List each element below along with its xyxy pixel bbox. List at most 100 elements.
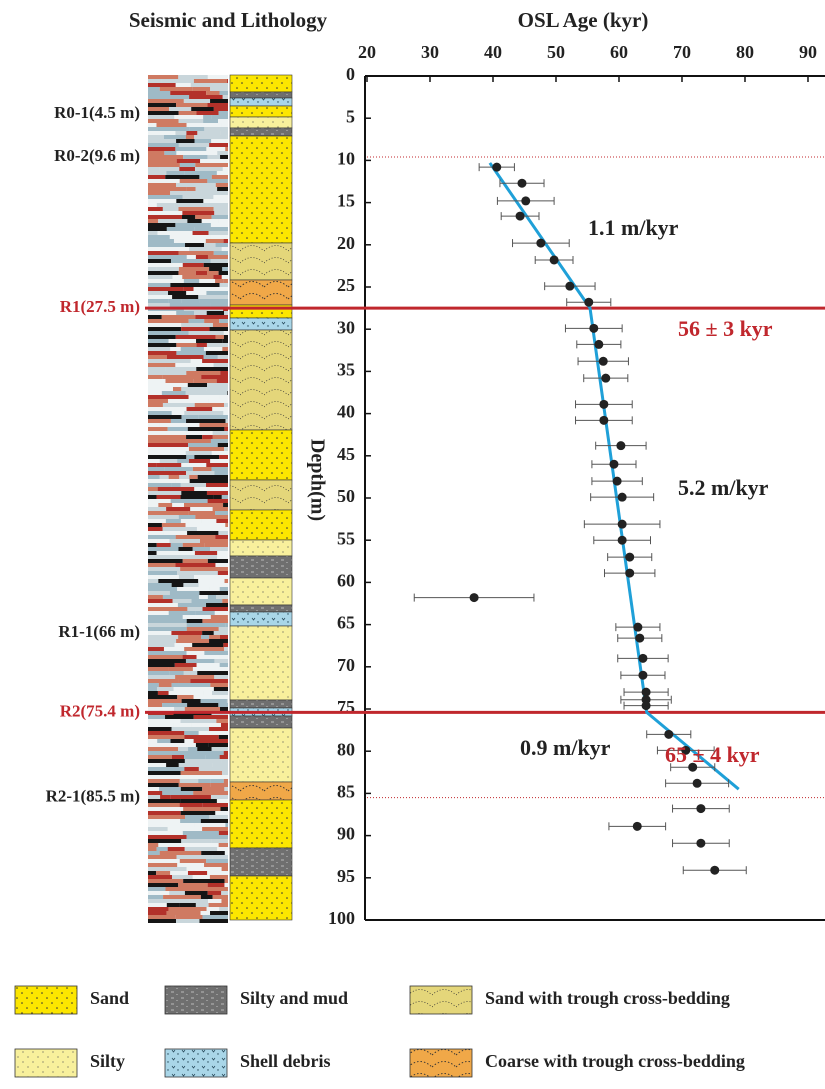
seismic-texture xyxy=(148,531,164,535)
seismic-texture xyxy=(148,371,186,375)
seismic-texture xyxy=(223,411,228,415)
y-tick-label: 70 xyxy=(337,655,355,675)
seismic-texture xyxy=(219,735,228,739)
seismic-texture xyxy=(209,903,228,907)
seismic-texture xyxy=(181,439,211,443)
lithology-layer xyxy=(230,318,292,330)
seismic-texture xyxy=(216,243,228,247)
seismic-texture xyxy=(148,239,174,243)
seismic-texture xyxy=(171,259,210,263)
seismic-texture xyxy=(211,439,228,443)
seismic-texture xyxy=(175,131,186,135)
seismic-texture xyxy=(166,379,194,383)
seismic-texture xyxy=(148,103,176,107)
seismic-texture xyxy=(178,635,201,639)
seismic-texture xyxy=(176,535,216,539)
seismic-texture xyxy=(227,391,228,395)
seismic-texture xyxy=(170,235,211,239)
seismic-texture xyxy=(197,527,228,531)
data-point xyxy=(618,520,627,529)
seismic-texture xyxy=(148,131,175,135)
seismic-texture xyxy=(172,275,182,279)
seismic-texture xyxy=(210,459,228,463)
seismic-texture xyxy=(148,171,166,175)
seismic-texture xyxy=(148,275,172,279)
y-tick-label: 5 xyxy=(346,106,355,126)
seismic-texture xyxy=(213,583,228,587)
seismic-texture xyxy=(148,827,168,831)
seismic-texture xyxy=(184,503,223,507)
seismic-texture xyxy=(160,423,200,427)
seismic-texture xyxy=(148,231,157,235)
seismic-texture xyxy=(184,99,210,103)
seismic-texture xyxy=(162,523,186,527)
seismic-texture xyxy=(219,271,228,275)
seismic-texture xyxy=(194,487,221,491)
seismic-texture xyxy=(148,435,186,439)
seismic-texture xyxy=(183,831,219,835)
seismic-texture xyxy=(219,655,228,659)
seismic-texture xyxy=(148,291,168,295)
seismic-texture xyxy=(204,355,218,359)
seismic-texture xyxy=(195,215,211,219)
seismic-texture xyxy=(206,483,228,487)
seismic-texture xyxy=(181,491,207,495)
seismic-texture xyxy=(162,391,186,395)
seismic-texture xyxy=(221,899,228,903)
seismic-texture xyxy=(220,91,228,95)
seismic-texture xyxy=(195,139,212,143)
seismic-texture xyxy=(185,815,209,819)
seismic-texture xyxy=(175,223,211,227)
lithology-layer xyxy=(230,700,292,708)
seismic-texture xyxy=(148,639,176,643)
seismic-texture xyxy=(200,299,228,303)
seismic-texture xyxy=(148,287,183,291)
seismic-texture xyxy=(210,87,228,91)
seismic-texture xyxy=(148,751,179,755)
seismic-texture xyxy=(208,559,228,563)
seismic-texture xyxy=(148,819,180,823)
seismic-texture xyxy=(207,491,228,495)
horizon-label: R1-1(66 m) xyxy=(58,622,140,641)
seismic-texture xyxy=(181,799,217,803)
seismic-texture xyxy=(209,815,228,819)
seismic-texture xyxy=(160,459,177,463)
seismic-texture xyxy=(148,451,186,455)
seismic-texture xyxy=(206,91,219,95)
seismic-texture xyxy=(172,683,211,687)
seismic-texture xyxy=(176,915,203,919)
seismic-texture xyxy=(224,403,228,407)
seismic-texture xyxy=(148,651,187,655)
seismic-texture xyxy=(184,191,202,195)
seismic-texture xyxy=(195,167,223,171)
seismic-texture xyxy=(179,143,209,147)
seismic-texture xyxy=(217,799,228,803)
seismic-texture xyxy=(163,403,195,407)
seismic-texture xyxy=(197,747,211,751)
seismic-texture xyxy=(180,819,201,823)
seismic-texture xyxy=(225,147,228,151)
seismic-texture xyxy=(214,107,228,111)
seismic-texture xyxy=(187,123,222,127)
seismic-texture xyxy=(203,119,218,123)
seismic-texture xyxy=(182,275,213,279)
seismic-texture xyxy=(148,707,174,711)
seismic-texture xyxy=(224,751,228,755)
seismic-texture xyxy=(148,187,186,191)
seismic-texture xyxy=(148,735,184,739)
seismic-texture xyxy=(202,619,228,623)
seismic-texture xyxy=(186,371,220,375)
legend-label: Silty and mud xyxy=(240,988,348,1008)
seismic-texture xyxy=(185,707,220,711)
data-point xyxy=(616,441,625,450)
seismic-texture xyxy=(148,591,170,595)
lithology-layer xyxy=(230,75,292,92)
x-tick-label: 40 xyxy=(484,42,502,62)
seismic-texture xyxy=(148,411,172,415)
legend-label: Silty xyxy=(90,1051,125,1071)
seismic-texture xyxy=(183,195,214,199)
seismic-texture xyxy=(177,863,204,867)
seismic-texture xyxy=(189,775,228,779)
seismic-texture xyxy=(183,263,204,267)
seismic-texture xyxy=(178,75,208,79)
